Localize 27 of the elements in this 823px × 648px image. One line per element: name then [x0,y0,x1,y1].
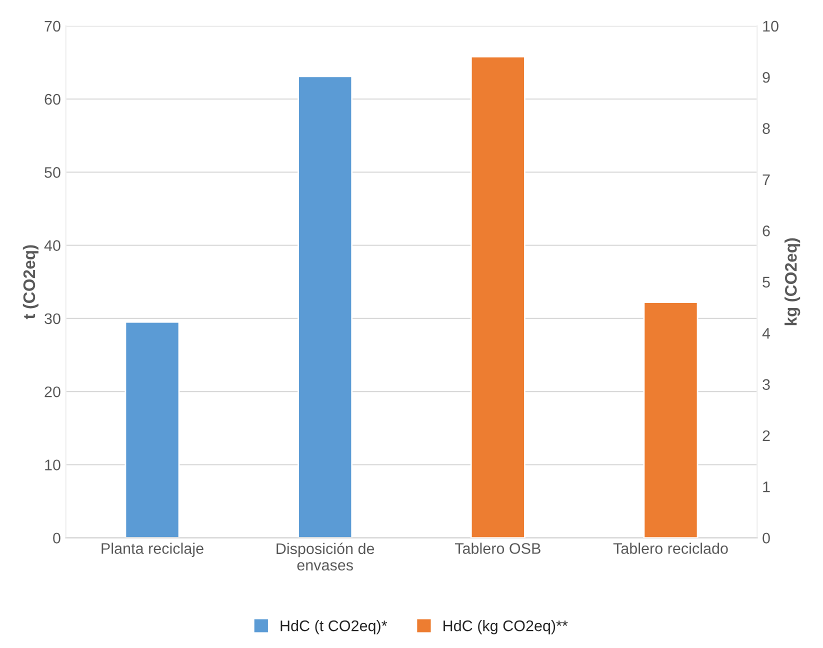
y-tick-label: 10 [45,460,60,470]
x-tick-label: Disposición de envases [276,542,374,571]
x-tick-label: Planta reciclaje [102,542,204,557]
y2-tick-label: 10 [763,20,778,32]
y2-tick-label: 1 [763,482,770,492]
y-tick-label: 60 [44,94,60,105]
y-tick-label: 50 [44,167,60,178]
y-tick-label: 30 [44,313,60,324]
x-tick-label: Tablero reciclado [613,542,728,554]
y2-tick-label: 6 [762,226,770,236]
x-tick-label: Tablero OSB [454,542,540,554]
y-tick-label: 40 [44,240,60,251]
y2-axis-title: kg (CO2eq) [784,238,800,326]
y2-tick-label: 5 [762,276,770,288]
y-tick-label: 70 [44,20,60,32]
y-axis-title: t (CO2eq) [22,245,38,320]
y2-tick-label: 2 [762,430,770,441]
y2-tick-label: 3 [762,379,770,390]
y2-tick-label: 8 [762,123,770,134]
y2-tick-label: 0 [762,532,770,544]
y2-tick-label: 7 [762,174,770,186]
legend-label: HdC (kg CO2eq)** [444,620,568,634]
legend-label: HdC (t CO2eq)* [280,620,388,634]
y-tick-label: 0 [53,532,60,544]
y-tick-label: 20 [44,386,60,398]
y2-tick-label: 9 [762,72,770,83]
y2-tick-label: 4 [762,328,770,339]
